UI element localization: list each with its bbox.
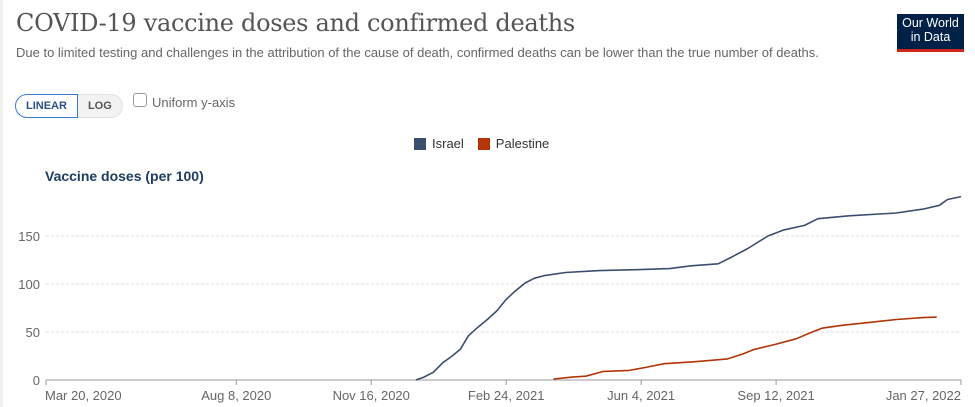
x-tick-label: Jun 4, 2021 bbox=[607, 388, 675, 403]
y-axis-title: Vaccine doses (per 100) bbox=[45, 168, 204, 184]
uniform-y-axis-checkbox[interactable] bbox=[133, 92, 147, 107]
uniform-y-axis-option[interactable]: Uniform y-axis bbox=[133, 92, 236, 110]
legend-label-israel: Israel bbox=[432, 136, 464, 151]
line-chart: 0 50 100 150 Mar 20, 2020 Aug 8, 2020 Nov 16,… bbox=[18, 195, 962, 403]
x-tick-label: Mar 20, 2020 bbox=[45, 388, 122, 403]
linear-scale-button[interactable]: LINEAR bbox=[15, 94, 78, 118]
legend-label-palestine: Palestine bbox=[495, 136, 550, 151]
legend-swatch-israel bbox=[414, 137, 426, 150]
x-tick-label: Sep 12, 2021 bbox=[737, 388, 814, 403]
chart-subtitle: Due to limited testing and challenges in… bbox=[16, 45, 819, 60]
series-line-palestine[interactable] bbox=[553, 316, 937, 380]
y-axis-ticks: 0 50 100 150 bbox=[18, 229, 40, 388]
x-tick-label: Feb 24, 2021 bbox=[468, 388, 545, 403]
y-tick-label: 100 bbox=[18, 277, 40, 292]
legend-swatch-palestine bbox=[477, 137, 490, 150]
legend-item-israel[interactable]: Israel bbox=[414, 136, 464, 151]
logo-line-2: in Data bbox=[910, 30, 951, 44]
y-tick-label: 0 bbox=[33, 373, 40, 388]
x-axis: Mar 20, 2020 Aug 8, 2020 Nov 16, 2020 Feb 2… bbox=[45, 379, 962, 403]
y-tick-label: 150 bbox=[18, 229, 40, 244]
series-line-israel[interactable] bbox=[415, 195, 962, 381]
x-tick-label: Nov 16, 2020 bbox=[333, 388, 410, 403]
logo-line-1: Our World bbox=[902, 16, 959, 30]
owid-logo[interactable]: Our World in Data bbox=[897, 14, 964, 52]
gridlines bbox=[46, 235, 961, 333]
x-tick-label: Aug 8, 2020 bbox=[201, 388, 271, 403]
y-tick-label: 50 bbox=[26, 325, 40, 340]
chart-title: COVID-19 vaccine doses and confirmed dea… bbox=[16, 9, 575, 37]
legend-item-palestine[interactable]: Palestine bbox=[477, 136, 550, 151]
uniform-y-axis-label: Uniform y-axis bbox=[152, 95, 236, 110]
legend: Israel Palestine bbox=[414, 136, 563, 151]
series-lines bbox=[415, 195, 962, 381]
x-tick-label: Jan 27, 2022 bbox=[886, 388, 961, 403]
log-scale-button[interactable]: LOG bbox=[77, 94, 123, 118]
scale-toggle: LINEAR LOG bbox=[15, 94, 123, 118]
